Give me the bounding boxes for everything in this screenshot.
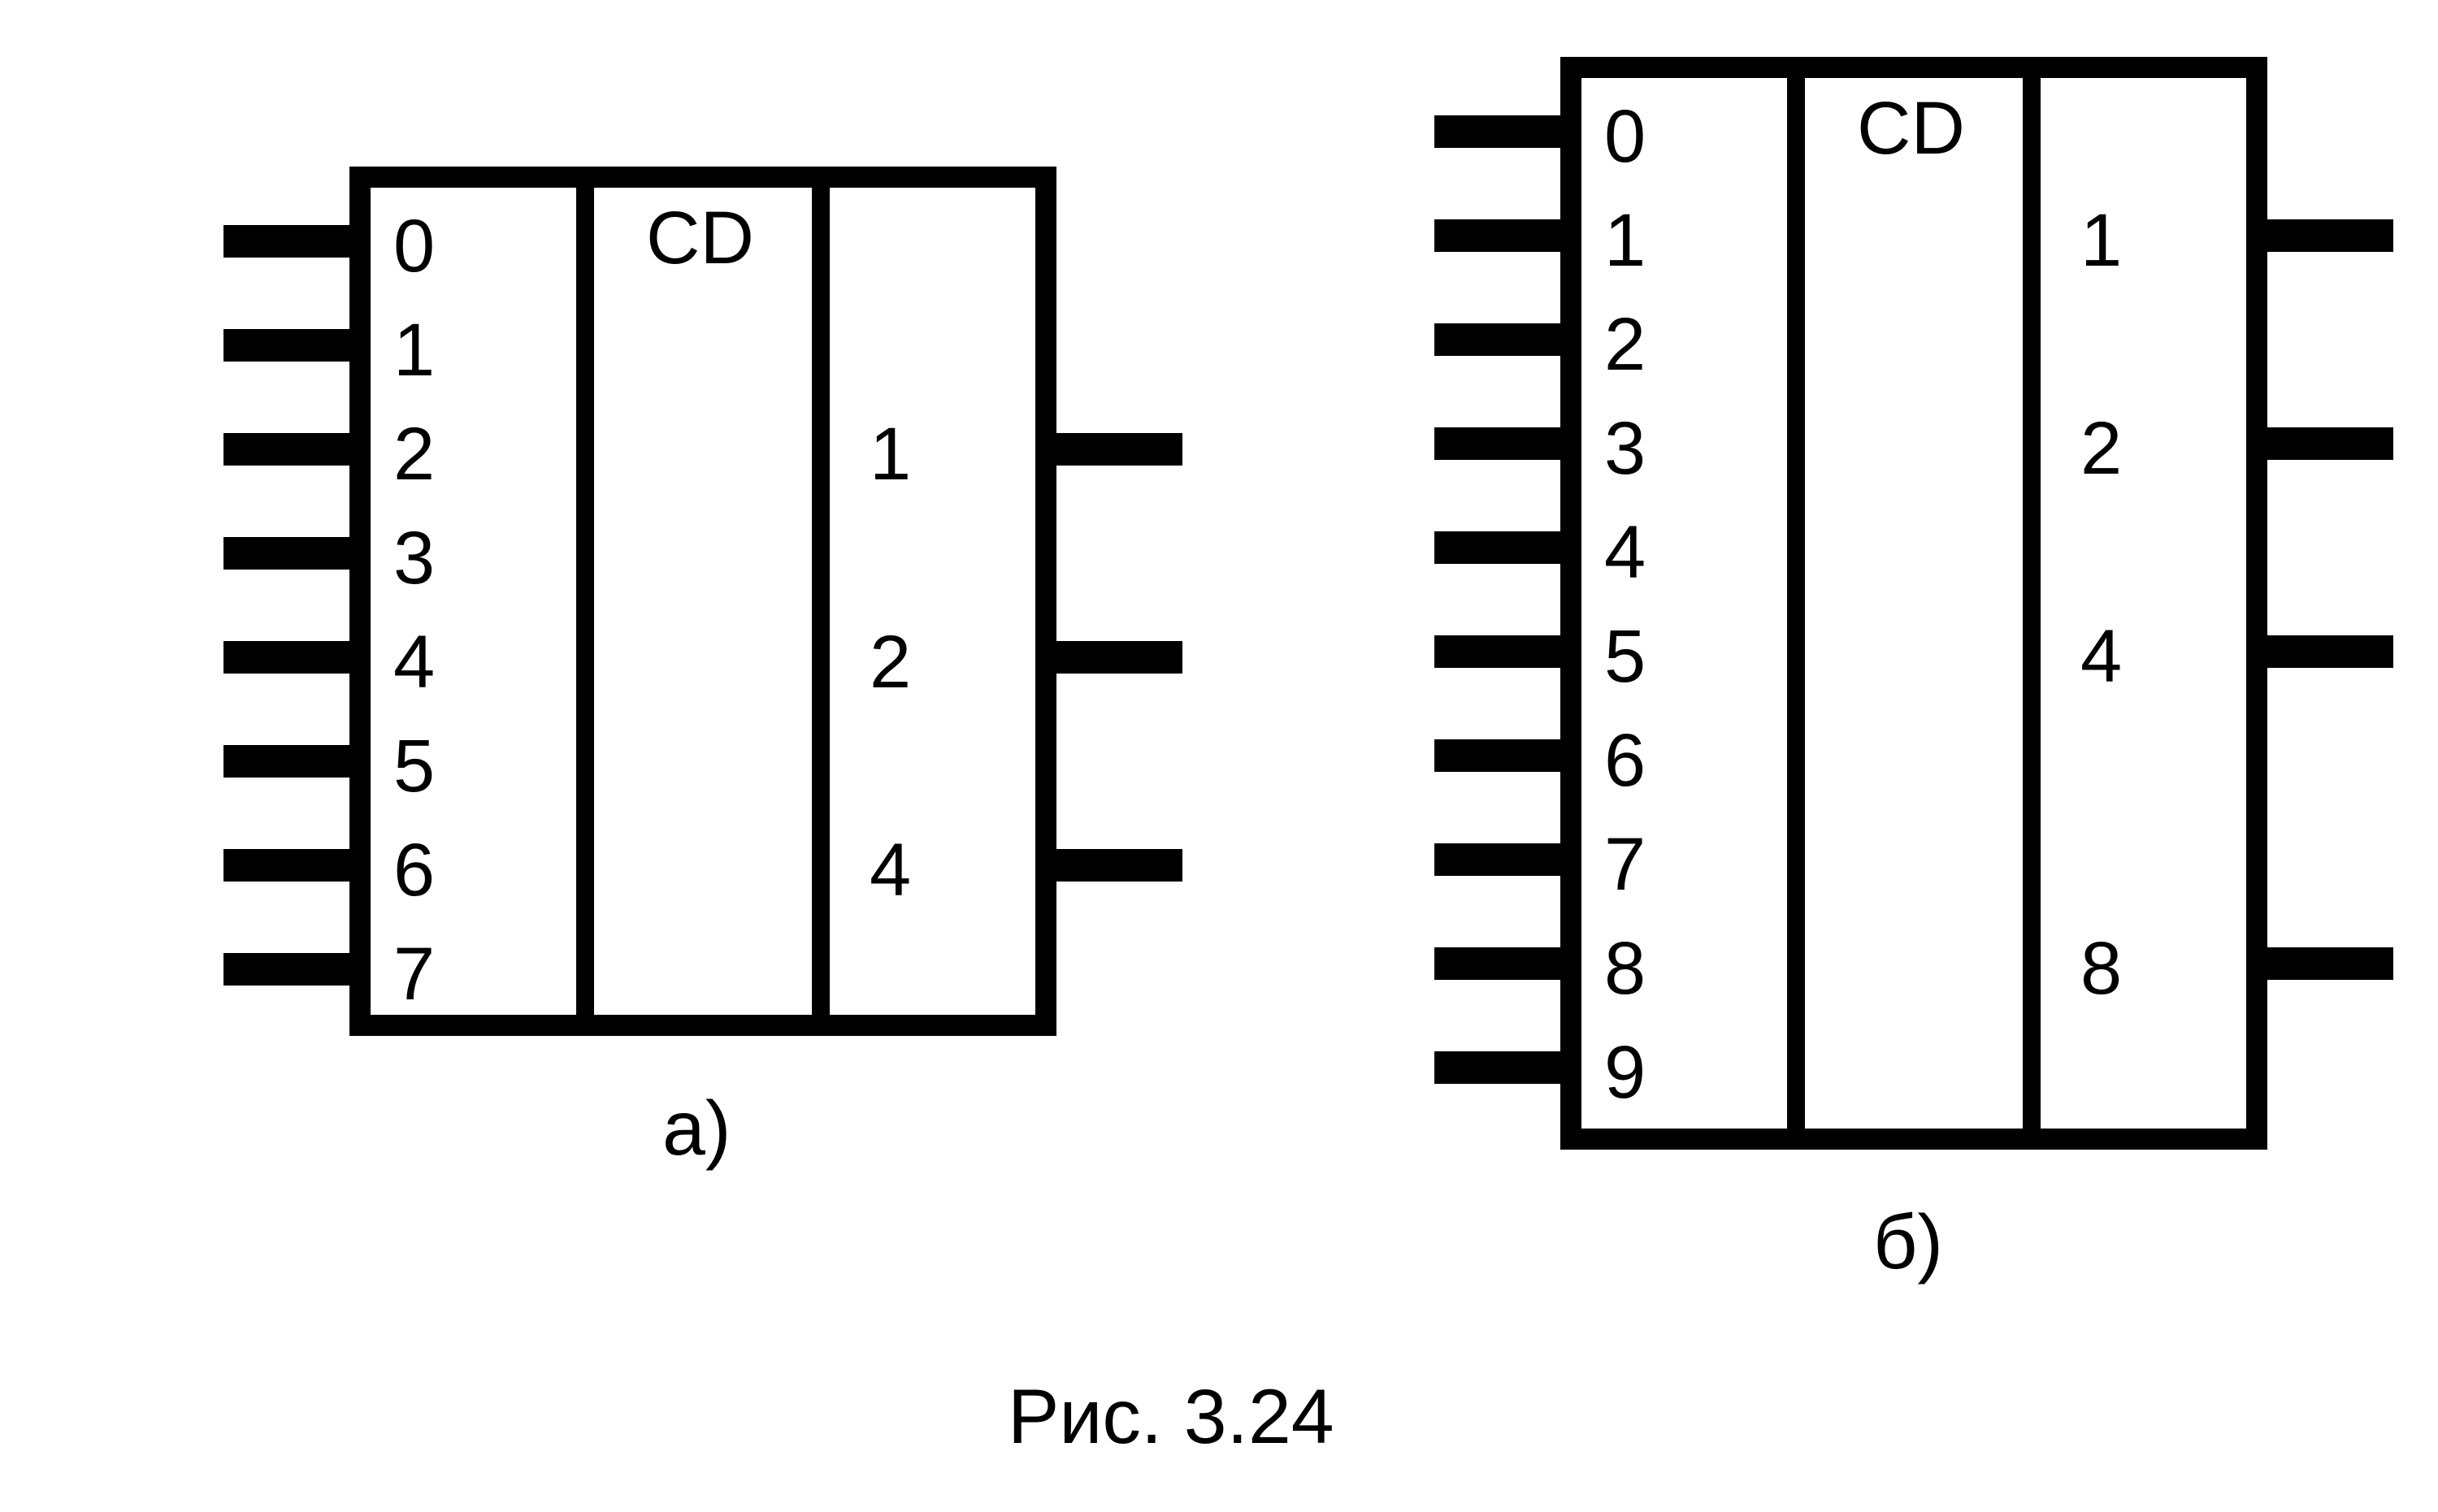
b-input-pin-3 xyxy=(1434,427,1560,460)
a-input-pin-1 xyxy=(223,329,349,362)
a-output-pin-1 xyxy=(1056,433,1182,466)
b-divider-2 xyxy=(2023,78,2041,1129)
b-input-pin-8 xyxy=(1434,947,1560,980)
b-output-label-8: 8 xyxy=(2080,926,2122,1012)
b-output-label-4: 4 xyxy=(2080,614,2122,700)
a-output-pin-4 xyxy=(1056,849,1182,882)
a-header: CD xyxy=(646,196,754,281)
b-input-label-1: 1 xyxy=(1604,198,1646,284)
b-sublabel: б) xyxy=(1873,1198,1943,1287)
b-output-pin-1 xyxy=(2267,219,2393,252)
a-input-label-5: 5 xyxy=(393,724,435,809)
a-output-label-2: 2 xyxy=(870,620,911,705)
b-divider-1 xyxy=(1787,78,1805,1129)
b-input-label-2: 2 xyxy=(1604,302,1646,388)
b-input-pin-7 xyxy=(1434,843,1560,876)
b-header: CD xyxy=(1857,86,1965,171)
a-input-label-2: 2 xyxy=(393,412,435,497)
b-input-pin-9 xyxy=(1434,1051,1560,1084)
a-output-label-4: 4 xyxy=(870,828,911,913)
b-input-pin-2 xyxy=(1434,323,1560,356)
a-input-label-6: 6 xyxy=(393,828,435,913)
a-output-pin-2 xyxy=(1056,641,1182,674)
b-input-label-6: 6 xyxy=(1604,718,1646,804)
diagram-stage: CD 0 1 2 3 4 5 6 7 1 2 4 а) CD 0 1 2 3 4 5 6 7 8 9 1 2 4 8 б) Рис. 3.… xyxy=(0,0,2438,1512)
a-block xyxy=(349,167,1056,1036)
b-input-label-7: 7 xyxy=(1604,822,1646,908)
a-input-label-3: 3 xyxy=(393,516,435,601)
b-output-pin-4 xyxy=(2267,635,2393,668)
b-input-label-3: 3 xyxy=(1604,406,1646,492)
b-output-label-1: 1 xyxy=(2080,198,2122,284)
a-sublabel: а) xyxy=(662,1085,731,1173)
b-input-pin-5 xyxy=(1434,635,1560,668)
a-input-pin-6 xyxy=(223,849,349,882)
a-input-label-7: 7 xyxy=(393,932,435,1017)
a-input-pin-4 xyxy=(223,641,349,674)
a-input-pin-0 xyxy=(223,225,349,258)
a-input-label-4: 4 xyxy=(393,620,435,705)
a-input-pin-2 xyxy=(223,433,349,466)
b-input-label-4: 4 xyxy=(1604,510,1646,596)
b-output-label-2: 2 xyxy=(2080,406,2122,492)
a-input-pin-5 xyxy=(223,745,349,778)
b-output-pin-8 xyxy=(2267,947,2393,980)
b-input-pin-1 xyxy=(1434,219,1560,252)
a-divider-2 xyxy=(812,188,830,1015)
figure-caption: Рис. 3.24 xyxy=(1008,1373,1334,1462)
a-divider-1 xyxy=(576,188,594,1015)
b-input-pin-4 xyxy=(1434,531,1560,564)
a-input-label-1: 1 xyxy=(393,308,435,393)
b-input-pin-6 xyxy=(1434,739,1560,772)
b-input-label-8: 8 xyxy=(1604,926,1646,1012)
b-block xyxy=(1560,57,2267,1150)
a-output-label-1: 1 xyxy=(870,412,911,497)
b-input-pin-0 xyxy=(1434,115,1560,148)
b-input-label-5: 5 xyxy=(1604,614,1646,700)
b-input-label-0: 0 xyxy=(1604,94,1646,180)
b-input-label-9: 9 xyxy=(1604,1030,1646,1116)
a-input-label-0: 0 xyxy=(393,204,435,289)
a-input-pin-3 xyxy=(223,537,349,570)
a-input-pin-7 xyxy=(223,953,349,986)
b-output-pin-2 xyxy=(2267,427,2393,460)
